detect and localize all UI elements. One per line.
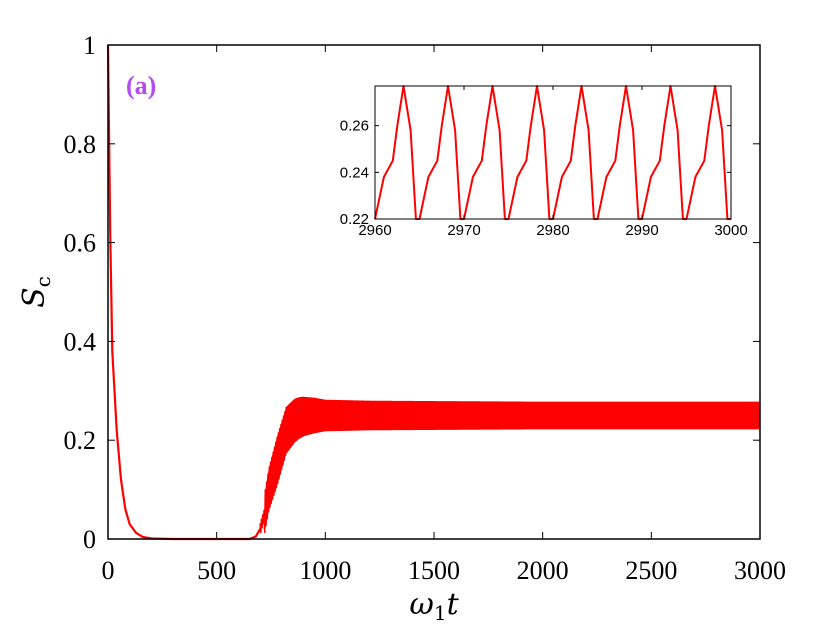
inset-y-tick-label: 0.22 (340, 211, 369, 228)
x-axis-label: ω1t (409, 587, 459, 625)
inset-x-tick-label: 2980 (536, 222, 569, 239)
inset-chart: 2960 2970 2980 2990 3000 0.22 0.24 0.26 (340, 85, 748, 239)
series-line (106, 44, 760, 541)
y-tick-label: 1 (83, 31, 96, 60)
x-tick-label: 1000 (299, 556, 351, 585)
inset-x-tick-label: 2960 (358, 222, 391, 239)
x-tick-label: 2500 (625, 556, 677, 585)
y-tick-label: 0.6 (64, 229, 97, 258)
inset-ticks: 2960 2970 2980 2990 3000 0.22 0.24 0.26 (340, 86, 748, 239)
oscillation-band (264, 396, 760, 535)
y-tick-label: 0.4 (64, 327, 97, 356)
x-tick-label: 2000 (517, 556, 569, 585)
main-series (106, 44, 760, 541)
rise-oscillation (259, 396, 304, 533)
inset-y-tick-label: 0.24 (340, 164, 369, 181)
inset-x-tick-label: 2970 (447, 222, 480, 239)
x-tick-label: 0 (102, 556, 115, 585)
x-tick-label: 3000 (734, 556, 786, 585)
y-tick-label: 0.8 (64, 130, 97, 159)
x-tick-label: 1500 (408, 556, 460, 585)
inset-x-tick-label: 2990 (625, 222, 658, 239)
inset-background (375, 86, 731, 219)
inset-x-tick-label: 3000 (714, 222, 747, 239)
y-tick-label: 0 (83, 525, 96, 554)
main-ticks: 0 500 1000 1500 2000 2500 3000 0 0.2 0.4 0.6 0.8 1 (64, 31, 787, 585)
y-tick-label: 0.2 (64, 426, 97, 455)
inset-y-tick-label: 0.26 (340, 118, 369, 135)
x-tick-label: 500 (197, 556, 236, 585)
y-axis-label: Sc (17, 276, 55, 308)
panel-label: (a) (126, 71, 156, 100)
